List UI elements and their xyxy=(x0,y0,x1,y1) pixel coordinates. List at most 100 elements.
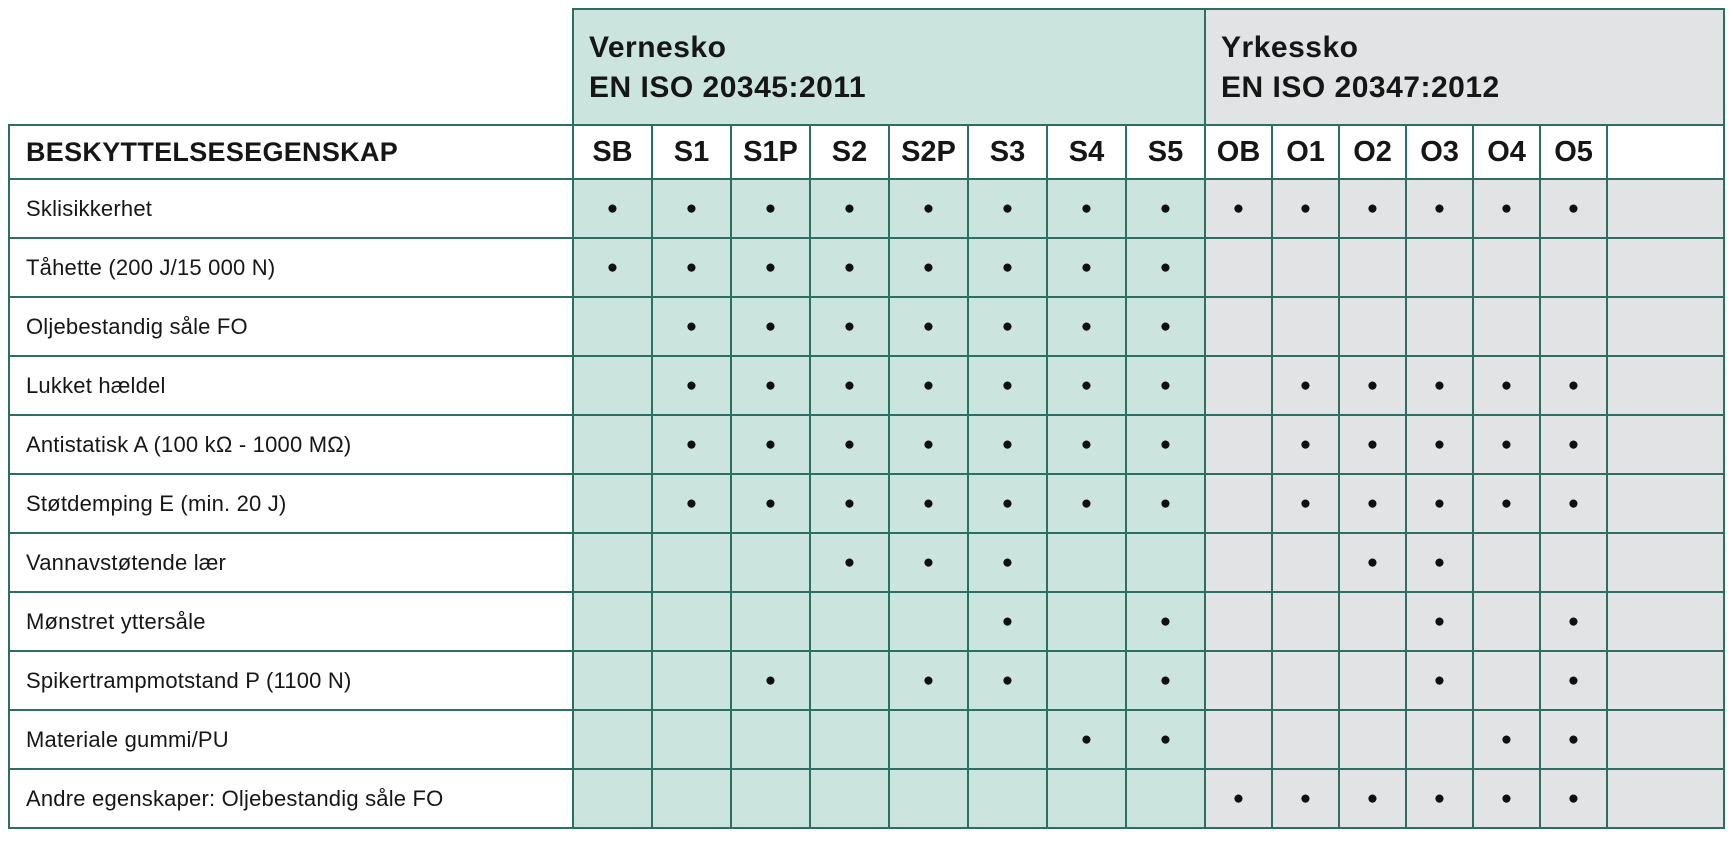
dot-mark-cell: ● xyxy=(888,473,969,534)
dot-mark-cell: ● xyxy=(730,296,811,357)
dot-mark-cell: ● xyxy=(1046,709,1127,770)
empty-cell xyxy=(1472,650,1542,711)
class-code-o5: O5 xyxy=(1539,124,1609,180)
dot-mark-cell: ● xyxy=(730,650,811,711)
empty-cell xyxy=(1204,709,1274,770)
empty-cell xyxy=(572,650,653,711)
property-label: Oljebestandig såle FO xyxy=(8,296,574,357)
empty-cell xyxy=(651,709,732,770)
empty-cell xyxy=(1271,591,1341,652)
dot-mark-cell: ● xyxy=(809,532,890,593)
filler-cell xyxy=(1606,178,1726,239)
empty-cell xyxy=(1271,237,1341,298)
empty-cell xyxy=(1472,532,1542,593)
dot-mark-cell: ● xyxy=(1124,237,1207,298)
dot-mark-cell: ● xyxy=(1472,709,1542,770)
dot-mark-cell: ● xyxy=(1338,178,1408,239)
empty-cell xyxy=(1338,650,1408,711)
empty-cell xyxy=(1405,709,1475,770)
empty-cell xyxy=(809,709,890,770)
dot-mark-cell: ● xyxy=(730,178,811,239)
empty-cell xyxy=(730,532,811,593)
dot-mark-cell: ● xyxy=(1124,650,1207,711)
dot-mark-cell: ● xyxy=(1046,237,1127,298)
dot-mark-cell: ● xyxy=(572,178,653,239)
class-code-o1: O1 xyxy=(1271,124,1341,180)
filler-cell xyxy=(1606,237,1726,298)
yrkessko-standard-header: Yrkessko EN ISO 20347:2012 xyxy=(1204,8,1726,126)
dot-mark-cell: ● xyxy=(888,650,969,711)
empty-cell xyxy=(1338,237,1408,298)
dot-mark-cell: ● xyxy=(809,237,890,298)
empty-cell xyxy=(730,709,811,770)
dot-mark-cell: ● xyxy=(651,473,732,534)
empty-cell xyxy=(1539,237,1609,298)
empty-cell xyxy=(1204,532,1274,593)
empty-cell xyxy=(730,591,811,652)
property-label: Materiale gummi/PU xyxy=(8,709,574,770)
empty-cell xyxy=(1271,296,1341,357)
dot-mark-cell: ● xyxy=(1271,414,1341,475)
dot-mark-cell: ● xyxy=(1338,768,1408,829)
dot-mark-cell: ● xyxy=(1338,473,1408,534)
dot-mark-cell: ● xyxy=(651,178,732,239)
property-label: Mønstret yttersåle xyxy=(8,591,574,652)
empty-cell xyxy=(967,768,1048,829)
empty-cell xyxy=(572,355,653,416)
dot-mark-cell: ● xyxy=(572,237,653,298)
dot-mark-cell: ● xyxy=(1539,473,1609,534)
dot-mark-cell: ● xyxy=(1271,355,1341,416)
dot-mark-cell: ● xyxy=(1405,355,1475,416)
dot-mark-cell: ● xyxy=(1472,414,1542,475)
property-label: Sklisikkerhet xyxy=(8,178,574,239)
filler-cell xyxy=(1606,414,1726,475)
vernesko-standard-header: Vernesko EN ISO 20345:2011 xyxy=(571,8,1207,126)
dot-mark-cell: ● xyxy=(967,178,1048,239)
class-codes-row: BESKYTTELSESEGENSKAP SB S1 S1P S2 S2P S3 S4 S5 O… xyxy=(8,124,1726,180)
dot-mark-cell: ● xyxy=(1539,709,1609,770)
dot-mark-cell: ● xyxy=(730,414,811,475)
empty-cell xyxy=(1271,709,1341,770)
empty-cell xyxy=(1271,650,1341,711)
empty-cell xyxy=(651,768,732,829)
empty-cell xyxy=(1204,237,1274,298)
class-code-s5: S5 xyxy=(1124,124,1207,180)
dot-mark-cell: ● xyxy=(1046,473,1127,534)
filler-cell xyxy=(1606,355,1726,416)
table-row: Antistatisk A (100 kΩ - 1000 MΩ) ● ● ● ● ● ● ● ●… xyxy=(8,414,1726,475)
dot-mark-cell: ● xyxy=(1271,473,1341,534)
class-code-s2p: S2P xyxy=(888,124,969,180)
dot-mark-cell: ● xyxy=(1338,532,1408,593)
dot-mark-cell: ● xyxy=(730,355,811,416)
dot-mark-cell: ● xyxy=(1338,355,1408,416)
empty-cell xyxy=(1046,591,1127,652)
empty-cell xyxy=(572,473,653,534)
dot-mark-cell: ● xyxy=(651,237,732,298)
dot-mark-cell: ● xyxy=(1124,296,1207,357)
empty-cell xyxy=(1405,296,1475,357)
dot-mark-cell: ● xyxy=(1046,296,1127,357)
dot-mark-cell: ● xyxy=(1539,178,1609,239)
dot-mark-cell: ● xyxy=(888,178,969,239)
dot-mark-cell: ● xyxy=(1124,355,1207,416)
dot-mark-cell: ● xyxy=(888,237,969,298)
empty-cell xyxy=(1124,768,1207,829)
dot-mark-cell: ● xyxy=(809,414,890,475)
empty-cell xyxy=(1539,296,1609,357)
dot-mark-cell: ● xyxy=(967,296,1048,357)
standards-header-row: Vernesko EN ISO 20345:2011 Yrkessko EN I… xyxy=(9,8,1726,126)
dot-mark-cell: ● xyxy=(1046,178,1127,239)
dot-mark-cell: ● xyxy=(1405,178,1475,239)
property-label: Tåhette (200 J/15 000 N) xyxy=(8,237,574,298)
empty-cell xyxy=(1204,650,1274,711)
table-row: Sklisikkerhet ● ● ● ● ● ● ● ● ● ● ● ● ● ● xyxy=(8,178,1726,239)
empty-cell xyxy=(1472,591,1542,652)
class-code-o3: O3 xyxy=(1405,124,1475,180)
empty-cell xyxy=(1271,532,1341,593)
empty-cell xyxy=(888,768,969,829)
filler-header-cell xyxy=(1606,124,1726,180)
dot-mark-cell: ● xyxy=(1046,414,1127,475)
dot-mark-cell: ● xyxy=(1124,591,1207,652)
empty-cell xyxy=(1405,237,1475,298)
dot-mark-cell: ● xyxy=(1338,414,1408,475)
